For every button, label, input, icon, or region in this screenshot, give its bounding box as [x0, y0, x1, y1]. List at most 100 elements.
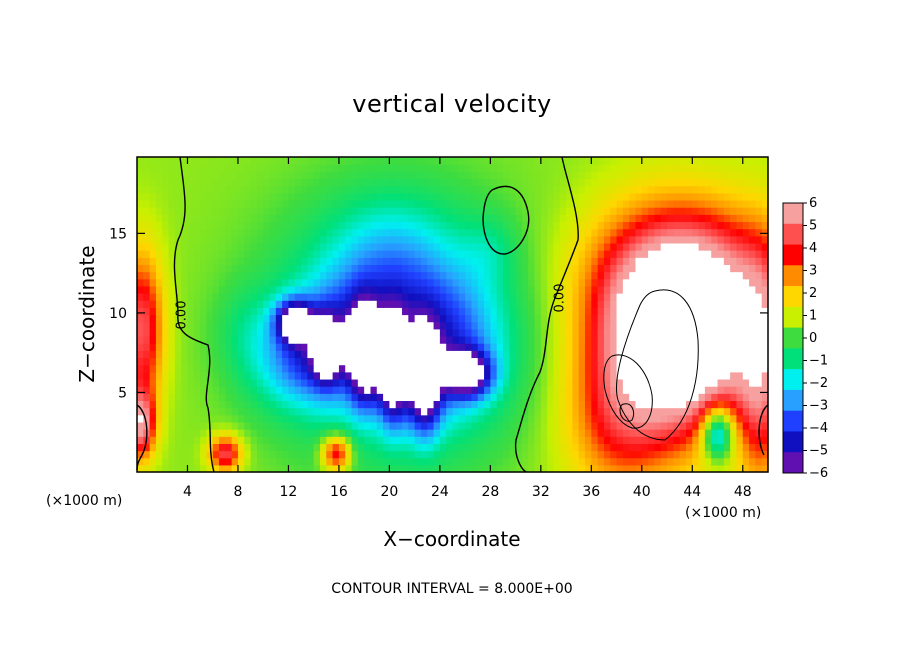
field-cell — [364, 214, 372, 223]
field-cell — [332, 171, 340, 180]
field-cell — [736, 192, 744, 201]
field-cell — [559, 443, 567, 452]
field-cell — [553, 228, 561, 237]
field-cell — [168, 429, 176, 437]
field-cell — [282, 242, 290, 251]
field-cell — [357, 242, 365, 251]
field-cell — [174, 429, 182, 437]
field-cell — [761, 250, 769, 258]
colorbar-tick-label: 0 — [809, 331, 817, 346]
field-cell — [477, 300, 485, 308]
field-cell — [200, 464, 208, 473]
field-cell — [326, 199, 334, 208]
field-cell — [654, 364, 662, 373]
field-cell — [610, 271, 618, 280]
field-cell — [667, 443, 674, 452]
field-cell — [364, 285, 372, 294]
field-cell — [465, 221, 473, 230]
field-cell — [477, 457, 485, 466]
field-cell — [597, 436, 605, 444]
field-cell — [641, 407, 649, 416]
field-cell — [742, 457, 750, 466]
field-cell — [528, 157, 536, 165]
field-cell — [509, 464, 517, 473]
field-cell — [219, 357, 226, 366]
field-cell — [465, 178, 473, 187]
field-cell — [692, 278, 700, 287]
field-cell — [717, 178, 725, 187]
field-cell — [231, 378, 239, 387]
field-cell — [200, 371, 208, 380]
field-cell — [471, 393, 479, 402]
field-cell — [137, 285, 144, 294]
field-cell — [515, 285, 523, 294]
field-cell — [641, 350, 649, 359]
field-cell — [282, 343, 290, 351]
field-cell — [225, 443, 233, 452]
field-cell — [667, 429, 674, 437]
field-cell — [458, 421, 466, 430]
field-cell — [206, 400, 214, 409]
field-cell — [667, 257, 674, 265]
field-cell — [452, 307, 460, 316]
field-cell — [389, 157, 397, 165]
field-cell — [749, 171, 756, 180]
field-cell — [540, 164, 548, 172]
field-cell — [490, 393, 498, 402]
field-cell — [667, 300, 674, 308]
field-cell — [383, 185, 390, 194]
field-cell — [622, 185, 630, 194]
field-cell — [673, 293, 681, 301]
field-cell — [528, 450, 536, 459]
field-cell — [452, 264, 460, 273]
field-cell — [622, 350, 630, 359]
field-cell — [137, 328, 144, 337]
field-cell — [420, 271, 428, 280]
field-cell — [383, 300, 390, 308]
field-cell — [761, 235, 769, 244]
field-cell — [200, 242, 208, 251]
field-cell — [389, 393, 397, 402]
field-cell — [723, 157, 731, 165]
field-cell — [730, 171, 738, 180]
field-cell — [414, 328, 422, 337]
field-cell — [174, 393, 182, 402]
field-cell — [528, 328, 536, 337]
field-cell — [572, 364, 580, 373]
field-cell — [357, 457, 365, 466]
field-cell — [534, 414, 542, 423]
field-cell — [566, 386, 573, 394]
field-cell — [244, 264, 252, 273]
field-cell — [496, 221, 504, 230]
field-cell — [263, 443, 271, 452]
field-cell — [219, 328, 226, 337]
field-cell — [275, 278, 283, 287]
field-cell — [256, 228, 264, 237]
field-cell — [168, 357, 176, 366]
field-cell — [648, 199, 656, 208]
field-cell — [566, 429, 573, 437]
field-cell — [654, 343, 662, 351]
field-cell — [660, 386, 668, 394]
field-cell — [502, 335, 510, 344]
field-cell — [660, 400, 668, 409]
field-cell — [452, 314, 460, 323]
field-cell — [521, 278, 529, 287]
field-cell — [452, 164, 460, 172]
field-cell — [439, 335, 447, 344]
field-cell — [288, 393, 296, 402]
field-cell — [200, 450, 208, 459]
field-cell — [351, 335, 359, 344]
field-cell — [427, 343, 435, 351]
field-cell — [667, 421, 674, 430]
field-cell — [433, 199, 441, 208]
field-cell — [502, 436, 510, 444]
field-cell — [692, 285, 700, 294]
field-cell — [742, 164, 750, 172]
field-cell — [654, 264, 662, 273]
field-cell — [237, 221, 245, 230]
field-cell — [269, 228, 277, 237]
field-cell — [723, 386, 731, 394]
field-cell — [452, 421, 460, 430]
field-cell — [698, 250, 706, 258]
